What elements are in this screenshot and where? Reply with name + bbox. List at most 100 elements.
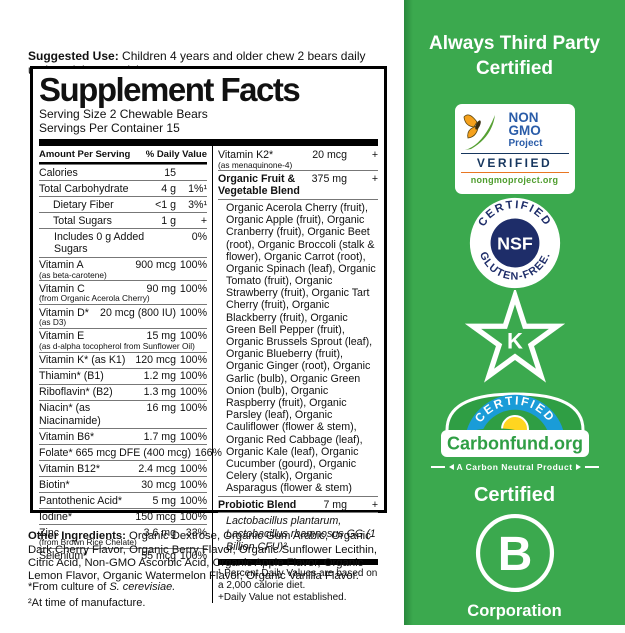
probiotic-header-row: Probiotic Blend 7 mg + — [218, 496, 378, 512]
nutrient-name: Vitamin E — [39, 330, 85, 343]
nutrient-name: Vitamin K2* — [218, 149, 274, 162]
carbonfund-name: Carbonfund.org — [447, 434, 583, 454]
nutrient-row: Thiamin* (B1) 1.2 mg 100% — [39, 367, 207, 384]
nutrient-note: (from Brown Rice Chelate) — [39, 537, 137, 548]
nutrient-amount: 4 g — [161, 182, 176, 195]
nutrient-amount: 1.3 mg — [143, 386, 176, 399]
column-header: Amount Per Serving % Daily Value — [39, 146, 207, 165]
nutrient-dv: + — [200, 214, 207, 227]
nutrient-dv: 0% — [191, 230, 207, 243]
nutrient-amount: 2.4 mcg — [138, 462, 176, 475]
nutrient-dv: 100% — [179, 259, 207, 272]
blend-ingredients: Organic Acerola Cherry (fruit), Organic … — [226, 201, 376, 495]
nutrient-name: Vitamin B6* — [39, 430, 95, 443]
nsf-center-text: NSF — [497, 234, 533, 254]
supplement-label: Suggested Use: Children 4 years and olde… — [28, 49, 388, 609]
nutrient-row: Selenium* 55 mcg 100% — [39, 547, 207, 564]
divider-bar — [218, 558, 378, 565]
nutrient-name: Includes 0 g Added Sugars — [54, 230, 145, 256]
dv-footnote: ¹ Percent Daily Values are based on a 2,… — [218, 567, 378, 591]
nutrient-dv: 100% — [179, 370, 207, 383]
nutrient-name: Zinc — [39, 526, 60, 539]
nutrient-amount: 20 mcg (800 IU) — [100, 306, 176, 319]
nutrient-amount: 665 mcg DFE (400 mcg) — [75, 446, 191, 459]
nutrient-row: Dietary Fiber <1 g 3%¹ — [39, 196, 207, 212]
nutrient-dv: 100% — [179, 478, 207, 491]
nutrient-name: Total Carbohydrate — [39, 182, 129, 195]
nutrient-row: Vitamin C 90 mg 100% (from Organic Acerola… — [39, 280, 207, 304]
nutrient-name: Calories — [39, 166, 78, 179]
nutrient-name: Riboflavin* (B2) — [39, 386, 113, 399]
nutrient-row: Vitamin D* 20 mcg (800 IU) 100% (as D3) — [39, 304, 207, 328]
star-k-kosher-badge: K — [464, 290, 565, 383]
nutrient-amount: 5 mg — [152, 494, 176, 507]
nutrient-dv: 100% — [179, 494, 207, 507]
nutrient-name: Biotin* — [39, 478, 70, 491]
probiotic-dv: + — [371, 498, 378, 511]
nutrient-amount: 120 mcg — [135, 354, 176, 367]
probiotic-amount: 7 mg — [323, 498, 347, 511]
nongmo-url-text: nongmoproject.org — [460, 172, 569, 185]
nutrient-amount: 15 — [164, 166, 176, 179]
nutrient-name: Folate* — [39, 446, 73, 459]
nutrient-dv: 100% — [179, 550, 207, 563]
kosher-k-letter: K — [507, 329, 523, 354]
nutrient-name: Dietary Fiber — [53, 198, 114, 211]
header-amount: Amount Per Serving — [39, 149, 131, 161]
probiotic-name: Probiotic Blend — [218, 498, 297, 511]
nutrient-amount: 3.6 mg — [143, 526, 176, 539]
nutrient-row: Biotin* 30 mcg 100% — [39, 476, 207, 492]
nutrient-dv: + — [371, 149, 378, 162]
divider-bar — [39, 139, 378, 147]
nutrient-dv: 100% — [179, 462, 207, 475]
nutrient-amount: 16 mg — [146, 402, 176, 415]
nutrient-dv: 100% — [179, 402, 207, 415]
nutrient-dv: 100% — [179, 306, 207, 319]
nutrient-amount: 30 mcg — [141, 478, 176, 491]
nutrient-dv: 100% — [179, 510, 207, 523]
nongmo-line2: GMO — [508, 122, 541, 138]
culture-footnote-prefix: *From culture of — [28, 581, 110, 593]
nutrient-note: (from Organic Acerola Cherry) — [39, 293, 150, 304]
carbonfund-badge: CERTIFIED Carbonfund.org — [440, 392, 589, 457]
bcorp-certified-text: Certified — [473, 484, 556, 506]
nutrient-note: (as beta-carotene) — [39, 269, 107, 280]
bcorp-circle-icon: B — [475, 513, 554, 593]
nutrient-dv: 3%¹ — [188, 198, 207, 211]
bcorp-corporation-text: Corporation — [467, 602, 562, 620]
nutrient-note: (as D3) — [39, 317, 67, 328]
facts-right-column: Vitamin K2* 20 mcg + (as menaquinone-4) Or… — [212, 146, 378, 604]
panel-heading: Always Third Party Certified — [428, 33, 601, 79]
culture-footnote: *From culture of S. cerevisiae. — [28, 581, 388, 594]
nutrient-name: Niacin* (as Niacinamide) — [39, 402, 101, 427]
nutrient-row: Zinc 3.6 mg 33% (from Brown Rice Chelate) — [39, 524, 207, 548]
nutrient-dv: 166% — [194, 446, 222, 459]
nutrient-row: Vitamin A 900 mcg 100% (as beta-carotene) — [39, 256, 207, 281]
blend-amount: 375 mg — [311, 172, 347, 185]
nsf-gluten-free-badge: NSF CERTIFIED GLUTEN-FREE. — [469, 197, 560, 289]
nutrient-amount: 55 mcg — [141, 550, 176, 563]
nutrient-dv: 100% — [179, 282, 207, 295]
nongmo-verified-text: VERIFIED — [460, 153, 569, 170]
nutrient-dv: 33% — [185, 526, 207, 539]
nutrient-amount: <1 g — [155, 198, 176, 211]
manufacture-footnote: ²At time of manufacture. — [28, 597, 146, 609]
nutrient-row: Vitamin B6* 1.7 mg 100% — [39, 428, 207, 444]
nutrient-row: Vitamin E 15 mg 100% (as d-alpha tocophero… — [39, 327, 207, 352]
nutrient-dv: 100% — [179, 430, 207, 443]
nutrient-name: Vitamin K* (as K1) — [39, 354, 126, 367]
bcorp-underline — [455, 629, 574, 633]
nutrient-amount: 900 mcg — [135, 259, 176, 272]
nutrient-amount: 90 mg — [146, 282, 176, 295]
nutrient-amount: 1.2 mg — [143, 370, 176, 383]
nutrient-name: Vitamin B12* — [39, 462, 101, 475]
suggested-use-label: Suggested Use: — [28, 49, 119, 63]
b-corporation-badge: Certified B Corporation — [440, 484, 590, 633]
other-ingredients-text: Organic Dextrose, Organic Gum Arabic, Or… — [28, 530, 378, 583]
facts-title: Supplement Facts — [39, 71, 301, 108]
nutrient-dv: 100% — [179, 386, 207, 399]
nutrient-dv: 100% — [179, 330, 207, 343]
certifications-panel: Always Third Party Certified NON GMO Pro… — [404, 0, 625, 633]
carbon-neutral-text: A Carbon Neutral Product — [456, 462, 573, 472]
nutrient-row: Folate* 665 mcg DFE (400 mcg) 166% — [39, 444, 222, 460]
